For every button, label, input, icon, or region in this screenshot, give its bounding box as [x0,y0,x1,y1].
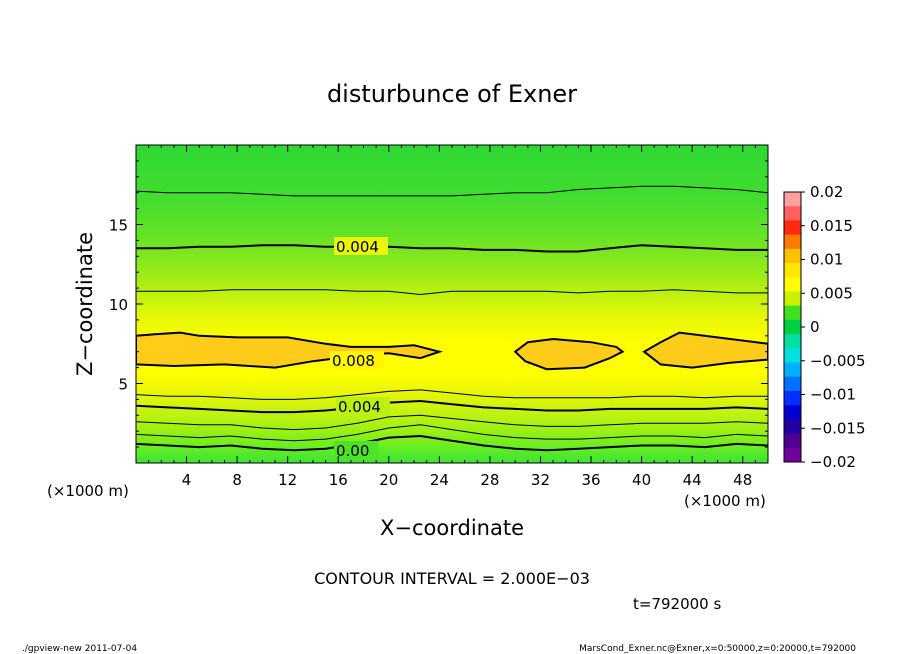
time-label: t=792000 s [633,595,721,613]
x-axis-label: X−coordinate [380,516,524,540]
colorbar: 0.02 0.015 0.01 0.005 0 −0.005 −0.01 −0.015 −0.0… [783,183,866,471]
contour-line [136,389,768,400]
y-axis: 5 10 15 [109,160,768,448]
x-tick-label: 8 [232,471,242,489]
colorbar-swatch [784,433,801,449]
contour-line [136,424,768,442]
contour-line [136,244,768,253]
contour-loop [642,331,768,369]
colorbar-swatch [784,334,801,349]
contour-interval-annotation: CONTOUR INTERVAL = 2.000E−03 [314,569,590,588]
footer-left: ./gpview-new 2011-07-04 [22,644,137,654]
colorbar-swatch [784,234,801,250]
colorbar-swatch [784,206,801,221]
contour-line [136,399,768,414]
y-tick-label: 10 [109,296,128,314]
y-tick-label: 5 [118,376,128,394]
colorbar-swatch [784,419,801,435]
plot-area: 0.004 0.008 0.004 0.00 [135,144,769,464]
x-tick-label: 12 [278,471,297,489]
colorbar-swatch [784,390,801,406]
contour-labels: 0.004 0.008 0.004 0.00 [330,237,390,460]
colorbar-swatch [784,220,801,236]
contour-lines [136,185,768,452]
colorbar-label: 0.005 [810,284,853,302]
colorbar-swatch [784,447,801,463]
x-tick-label: 24 [430,471,449,489]
footer-right: MarsCond_Exner.nc@Exner,x=0:50000,z=0:20… [579,644,856,654]
colorbar-swatch [784,263,801,278]
y-axis-label: Z−coordinate [73,232,97,376]
colorbar-label: 0.01 [810,251,843,269]
colorbar-swatch [784,405,801,420]
contour-loop [513,337,625,371]
colorbar-swatch [784,305,801,321]
x-unit-right: (×1000 m) [684,492,766,510]
x-tick-label: 20 [379,471,398,489]
colorbar-label: −0.015 [810,419,866,437]
x-tick-label: 36 [581,471,600,489]
contour-fill [136,145,768,463]
colorbar-label: −0.02 [810,453,856,471]
contour-line [136,185,768,197]
y-tick-label: 15 [109,217,128,235]
colorbar-swatch [784,348,801,364]
contour-label-000: 0.00 [336,442,369,460]
colorbar-swatch [784,192,801,207]
colorbar-swatch [784,362,801,378]
colorbar-swatch [784,319,801,335]
colorbar-label: −0.005 [810,352,866,370]
contour-label-0004-bottom: 0.004 [338,398,381,416]
x-tick-label: 48 [733,471,752,489]
x-tick-label: 40 [632,471,651,489]
colorbar-label: 0 [810,318,820,336]
x-unit-left: (×1000 m) [47,482,129,500]
x-tick-label: 28 [480,471,499,489]
colorbar-label: 0.02 [810,183,843,201]
chart-title: disturbunce of Exner [327,80,577,108]
contour-line [136,289,768,296]
colorbar-swatch [784,291,801,307]
contour-line [136,414,768,431]
x-tick-label: 4 [182,471,192,489]
x-tick-label: 44 [683,471,702,489]
colorbar-swatch [784,248,801,264]
contour-label-0004-top: 0.004 [336,238,379,256]
colorbar-swatch [784,376,801,392]
x-axis: 4 8 12 16 20 24 28 32 36 40 44 48 [148,145,756,489]
x-tick-label: 16 [329,471,348,489]
contour-line [136,434,768,452]
x-tick-label: 32 [531,471,550,489]
colorbar-swatch [784,277,801,292]
contour-label-0008: 0.008 [332,352,375,370]
colorbar-label: 0.015 [810,217,853,235]
colorbar-label: −0.01 [810,386,856,404]
contour-loop [136,331,443,369]
